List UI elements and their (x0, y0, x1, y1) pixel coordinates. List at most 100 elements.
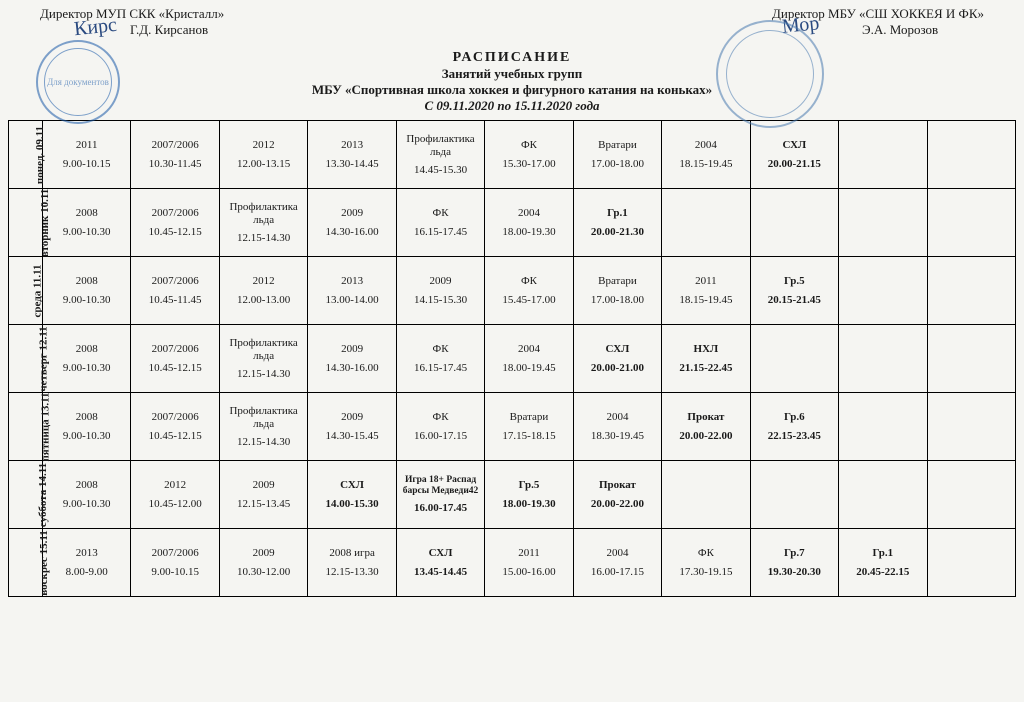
cell-time: 12.15-14.30 (222, 436, 305, 448)
cell-time: 9.00-10.30 (45, 294, 128, 306)
schedule-cell: 200914.15-15.30 (396, 257, 484, 325)
cell-time: 22.15-23.45 (753, 430, 836, 442)
cell-time: 14.45-15.30 (399, 164, 482, 176)
cell-group: 2007/2006 (133, 275, 216, 288)
schedule-cell: Гр.120.45-22.15 (839, 529, 927, 597)
day-label: четверг 12.11 (38, 326, 50, 391)
day-label: суббота 14.11 (37, 462, 49, 526)
schedule-cell: 2012 12.00-13.15 (219, 121, 307, 189)
schedule-cell (839, 461, 927, 529)
cell-group: 2009 (310, 343, 393, 356)
schedule-cell: 200418.15-19.45 (662, 121, 750, 189)
schedule-cell: 201313.00-14.00 (308, 257, 396, 325)
schedule-cell: 20089.00-10.30 (43, 189, 131, 257)
schedule-cell (927, 461, 1015, 529)
cell-time: 18.30-19.45 (576, 430, 659, 442)
cell-time: 14.30-15.45 (310, 430, 393, 442)
schedule-cell: Прокат20.00-22.00 (662, 393, 750, 461)
cell-group: 2008 (45, 275, 128, 288)
cell-time: 12.15-14.30 (222, 232, 305, 244)
schedule-cell (839, 257, 927, 325)
cell-time: 17.00-18.00 (576, 158, 659, 170)
cell-group: Профилактика льда (222, 405, 305, 430)
cell-time: 12.15-14.30 (222, 368, 305, 380)
cell-time: 16.15-17.45 (399, 362, 482, 374)
signature-left: Директор МУП СКК «Кристалл» Кирс Г.Д. Ки… (40, 6, 224, 38)
cell-group: 2008 (45, 479, 128, 492)
cell-group: 2008 (45, 343, 128, 356)
cell-group: 2007/2006 (133, 547, 216, 560)
schedule-cell: 2007/200610.30-11.45 (131, 121, 219, 189)
cell-time: 8.00-9.00 (45, 566, 128, 578)
schedule-cell: 2007/2006 9.00-10.15 (131, 529, 219, 597)
day-label: среда 11.11 (32, 264, 44, 317)
schedule-cell: Профилактика льда12.15-14.30 (219, 189, 307, 257)
schedule-cell: 2008 игра12.15-13.30 (308, 529, 396, 597)
schedule-cell: Вратари17.15-18.15 (485, 393, 573, 461)
cell-group: 2011 (664, 275, 747, 288)
title-dates: С 09.11.2020 по 15.11.2020 года (0, 98, 1024, 114)
cell-group: СХЛ (399, 547, 482, 560)
schedule-cell: 201118.15-19.45 (662, 257, 750, 325)
cell-time: 9.00-10.15 (45, 158, 128, 170)
schedule-cell: 200914.30-15.45 (308, 393, 396, 461)
cell-time: 15.00-16.00 (487, 566, 570, 578)
schedule-cell (750, 189, 838, 257)
schedule-cell: Гр.520.15-21.45 (750, 257, 838, 325)
cell-time: 16.15-17.45 (399, 226, 482, 238)
cell-time: 10.45-12.15 (133, 362, 216, 374)
cell-time: 9.00-10.30 (45, 362, 128, 374)
schedule-cell: 201210.45-12.00 (131, 461, 219, 529)
day-header: суббота 14.11 (9, 461, 43, 529)
cell-time: 16.00-17.15 (576, 566, 659, 578)
cell-time: 20.00-22.00 (664, 430, 747, 442)
cell-time: 9.00-10.15 (133, 566, 216, 578)
cell-time: 10.30-11.45 (133, 158, 216, 170)
cell-time: 21.15-22.45 (664, 362, 747, 374)
cell-time: 13.45-14.45 (399, 566, 482, 578)
cell-group: 2007/2006 (133, 207, 216, 220)
schedule-cell (750, 461, 838, 529)
schedule-cell: Гр.719.30-20.30 (750, 529, 838, 597)
cell-time: 12.15-13.45 (222, 498, 305, 510)
cell-group: НХЛ (664, 343, 747, 356)
cell-group: ФК (399, 343, 482, 356)
cell-group: Гр.6 (753, 411, 836, 424)
schedule-cell: Гр.518.00-19.30 (485, 461, 573, 529)
schedule-cell (927, 325, 1015, 393)
schedule-cell: 200418.00-19.30 (485, 189, 573, 257)
table-row: понед. 09.1120119.00-10.152007/200610.30… (9, 121, 1016, 189)
schedule-cell: 200418.30-19.45 (573, 393, 661, 461)
cell-group: 2012 (222, 139, 305, 152)
table-row: среда 11.1120089.00-10.302007/200610.45-… (9, 257, 1016, 325)
cell-group: 2004 (664, 139, 747, 152)
cell-time: 20.00-21.30 (576, 226, 659, 238)
cell-time: 17.00-18.00 (576, 294, 659, 306)
cell-group: 2009 (399, 275, 482, 288)
cell-time: 20.00-21.00 (576, 362, 659, 374)
schedule-cell: Игра 18+ Распад барсы Медведи4216.00-17.… (396, 461, 484, 529)
cell-group: СХЛ (753, 139, 836, 152)
schedule-cell: 201313.30-14.45 (308, 121, 396, 189)
left-signature-script: Кирс (73, 14, 118, 41)
cell-time: 9.00-10.30 (45, 430, 128, 442)
cell-time: 10.45-12.15 (133, 430, 216, 442)
schedule-cell (750, 325, 838, 393)
cell-group: Игра 18+ Распад барсы Медведи42 (399, 475, 482, 496)
table-row: пятница 13.1120089.00-10.302007/200610.4… (9, 393, 1016, 461)
schedule-cell: Профилактика льда14.45-15.30 (396, 121, 484, 189)
cell-group: 2004 (487, 207, 570, 220)
schedule-cell: ФК15.30-17.00 (485, 121, 573, 189)
day-label: понед. 09.11 (34, 125, 46, 183)
cell-group: ФК (399, 207, 482, 220)
schedule-cell: Гр.6 22.15-23.45 (750, 393, 838, 461)
schedule-cell (927, 529, 1015, 597)
schedule-cell (927, 121, 1015, 189)
schedule-cell: ФК17.30-19.15 (662, 529, 750, 597)
schedule-cell (662, 189, 750, 257)
schedule-cell: 200910.30-12.00 (219, 529, 307, 597)
cell-time: 12.00-13.15 (222, 158, 305, 170)
cell-time: 15.45-17.00 (487, 294, 570, 306)
cell-time: 9.00-10.30 (45, 226, 128, 238)
table-row: воскрес 15.1120138.00-9.002007/20069.00-… (9, 529, 1016, 597)
